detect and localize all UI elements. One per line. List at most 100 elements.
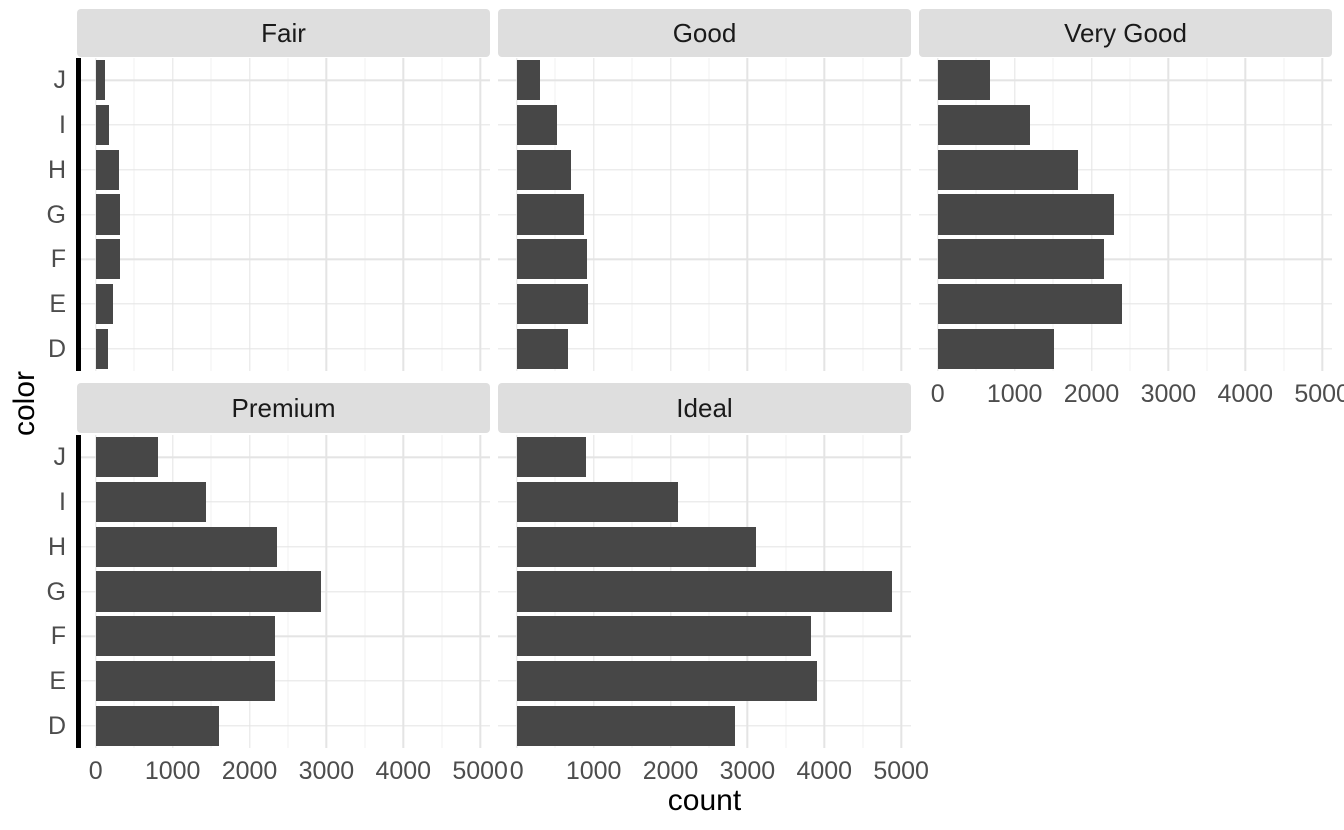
y-axis-line: [76, 58, 81, 371]
y-tick-label: F: [50, 622, 66, 651]
bar-G: [516, 571, 893, 612]
bar-D: [937, 328, 1055, 369]
facet-strip: Premium: [77, 383, 490, 433]
grid-hline: [498, 79, 911, 82]
grid-hline: [77, 635, 490, 637]
grid-hline: [919, 258, 1332, 260]
bar-H: [937, 149, 1078, 190]
x-tick-label: 5000: [452, 757, 508, 785]
grid-hline: [77, 546, 490, 548]
x-tick-label: 4000: [796, 757, 853, 785]
bar-I: [95, 104, 110, 146]
x-tick-label: 5000: [873, 757, 929, 785]
y-tick-label: E: [49, 666, 66, 695]
bar-D: [95, 328, 109, 369]
bar-E: [516, 283, 589, 325]
x-tick-label: 0: [930, 380, 945, 408]
facet-panel: [76, 58, 490, 371]
y-tick-label: E: [49, 289, 66, 318]
grid-hline: [919, 169, 1332, 171]
y-tick-label: D: [47, 711, 66, 740]
grid-hline: [498, 303, 911, 305]
grid-hline: [919, 124, 1332, 126]
grid-hline: [77, 680, 490, 682]
y-tick-label: G: [46, 200, 66, 229]
grid-hline: [77, 213, 490, 216]
bar-J: [516, 437, 586, 478]
x-tick-label: 2000: [642, 757, 699, 785]
bar-J: [95, 437, 158, 478]
x-tick-label: 3000: [298, 757, 355, 785]
bar-I: [937, 104, 1031, 146]
x-tick-label: 1000: [565, 757, 622, 785]
bar-I: [516, 481, 678, 523]
y-tick-label: J: [53, 443, 67, 472]
bar-H: [95, 149, 120, 190]
facet-cell-fair: Fair J I H G F E D: [47, 0, 490, 830]
grid-hline: [77, 303, 490, 305]
bar-E: [516, 660, 817, 702]
facet-cell-premium: Premium J I H G F E D 0 1000 2000 3000 4000 5000: [47, 0, 508, 830]
facet-cell-good: Good: [498, 0, 911, 830]
x-tick-label: 5000: [1294, 380, 1344, 408]
x-tick-label: 3000: [719, 757, 776, 785]
grid-hline: [919, 213, 1332, 216]
bar-I: [516, 104, 557, 146]
y-tick-label: F: [50, 245, 66, 274]
x-tick-label: 1000: [144, 757, 201, 785]
bar-D: [516, 328, 568, 369]
bar-D: [516, 705, 735, 746]
facet-strip-label: Very Good: [1064, 17, 1187, 48]
grid-hline: [498, 501, 911, 503]
grid-hline: [77, 169, 490, 171]
bar-F: [516, 239, 587, 280]
facet-strip: Fair: [77, 9, 490, 57]
grid-hline: [77, 501, 490, 503]
x-tick-label: 4000: [375, 757, 432, 785]
facet-cell-ideal: Ideal 0 1000 2000 3000 4000 5000: [498, 0, 929, 830]
bar-E: [937, 283, 1123, 325]
grid-hline: [919, 303, 1332, 305]
bar-G: [95, 194, 120, 235]
bar-J: [516, 60, 541, 101]
facet-strip: Ideal: [498, 383, 911, 433]
bar-H: [516, 526, 757, 567]
grid-hline: [498, 456, 911, 459]
facet-panel: [498, 58, 911, 371]
bar-G: [95, 571, 321, 612]
facet-strip-label: Premium: [231, 392, 336, 423]
x-tick-label: 1000: [986, 380, 1043, 408]
bar-H: [516, 149, 571, 190]
grid-hline: [498, 258, 911, 260]
x-tick-label: 3000: [1140, 380, 1197, 408]
grid-hline: [498, 124, 911, 126]
x-tick-label: 4000: [1217, 380, 1274, 408]
y-tick-label: H: [47, 532, 66, 561]
facet-strip-label: Fair: [261, 17, 306, 48]
y-tick-label: G: [46, 577, 66, 606]
bar-J: [937, 60, 990, 101]
facet-strip: Good: [498, 9, 911, 57]
y-tick-label: D: [47, 334, 66, 363]
bar-F: [937, 239, 1105, 280]
y-tick-label: H: [47, 155, 66, 184]
bar-J: [95, 60, 105, 101]
x-tick-label: 2000: [221, 757, 278, 785]
bar-G: [937, 194, 1115, 235]
grid-hline: [919, 347, 1332, 350]
x-tick-label: 2000: [1063, 380, 1120, 408]
grid-hline: [919, 79, 1332, 82]
grid-hline: [77, 347, 490, 350]
facet-panel: [76, 435, 490, 748]
facet-strip-label: Ideal: [676, 392, 733, 423]
grid-hline: [498, 169, 911, 171]
grid-hline: [77, 258, 490, 260]
facet-strip-label: Good: [672, 17, 737, 48]
bar-F: [516, 616, 811, 657]
grid-hline: [77, 724, 490, 727]
grid-hline: [498, 347, 911, 350]
bar-I: [95, 481, 206, 523]
bar-D: [95, 705, 219, 746]
facet-panel: [919, 58, 1332, 371]
